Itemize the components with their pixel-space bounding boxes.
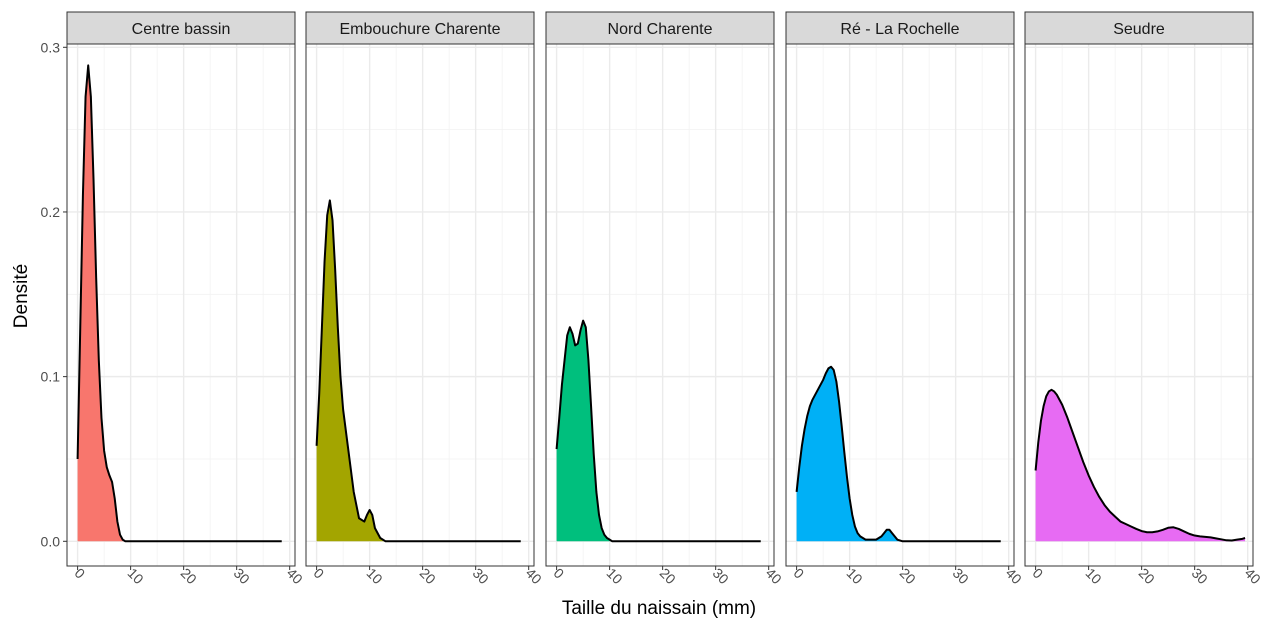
x-tick-label: 30: [950, 565, 972, 587]
x-axis-title: Taille du naissain (mm): [562, 598, 756, 619]
y-axis: 0.0 0.1 0.2 0.3: [41, 39, 67, 549]
x-tick-label: 40: [1242, 565, 1264, 587]
panel-border: [785, 43, 1015, 567]
x-tick-label: 40: [763, 565, 785, 587]
x-tick-label: 0: [790, 565, 807, 582]
density-area: [77, 65, 282, 542]
density-area: [316, 200, 521, 542]
panel-border: [66, 43, 296, 567]
density-area: [796, 366, 1001, 542]
x-tick-label: 40: [1003, 565, 1025, 587]
x-tick-label: 30: [710, 565, 732, 587]
x-tick-label: 30: [470, 565, 492, 587]
x-tick-label: 20: [417, 565, 439, 587]
facet-panel: Centre bassin 0 10 20 30 40: [66, 11, 306, 587]
density-area: [1035, 389, 1246, 542]
facet-panel: Embouchure Charente 0 10 20 30 40: [305, 11, 545, 587]
y-tick-label: 0.3: [41, 39, 61, 55]
x-tick-label: 10: [843, 565, 865, 587]
x-tick-label: 10: [363, 565, 385, 587]
facet-strip: [1024, 11, 1254, 45]
density-line: [76, 64, 282, 543]
facet-strip-label: Embouchure Charente: [340, 21, 501, 38]
x-tick-label: 20: [178, 565, 200, 587]
x-tick-label: 40: [523, 565, 545, 587]
facet-strip-label: Ré - La Rochelle: [840, 21, 959, 38]
x-tick-label: 20: [897, 565, 919, 587]
facet-strip: [66, 11, 296, 45]
x-tick-label: 10: [124, 565, 146, 587]
facet-strip-label: Nord Charente: [608, 21, 713, 38]
facet-panel: Ré - La Rochelle 0 10 20 30 40: [785, 11, 1025, 587]
density-area: [556, 320, 761, 542]
x-tick-label: 10: [603, 565, 625, 587]
x-tick-label: 20: [657, 565, 679, 587]
facet-strip: [305, 11, 535, 45]
x-tick-label: 20: [1136, 565, 1158, 587]
x-tick-label: 30: [1189, 565, 1211, 587]
density-line: [1034, 388, 1246, 542]
x-tick-label: 0: [310, 565, 327, 582]
panel-border: [1024, 43, 1254, 567]
y-tick-label: 0.2: [41, 204, 61, 220]
y-tick-label: 0.1: [41, 369, 61, 385]
facet-strip-label: Seudre: [1113, 21, 1165, 38]
x-tick-label: 30: [231, 565, 253, 587]
facet-panel: Nord Charente 0 10 20 30 40: [545, 11, 785, 587]
x-tick-label: 10: [1082, 565, 1104, 587]
x-tick-label: 0: [550, 565, 567, 582]
x-tick-label: 0: [71, 565, 88, 582]
density-line: [795, 365, 1001, 543]
facet-strip-label: Centre bassin: [132, 21, 231, 38]
panel-border: [305, 43, 535, 567]
x-tick-label: 40: [284, 565, 306, 587]
panel-border: [545, 43, 775, 567]
facet-panel: Seudre 0 10 20 30 40: [1024, 11, 1264, 587]
density-line: [315, 199, 521, 543]
y-axis-title: Densité: [11, 264, 32, 328]
facet-strip: [785, 11, 1015, 45]
x-tick-label: 0: [1029, 565, 1046, 582]
density-line: [555, 319, 761, 543]
y-tick-label: 0.0: [41, 533, 61, 549]
